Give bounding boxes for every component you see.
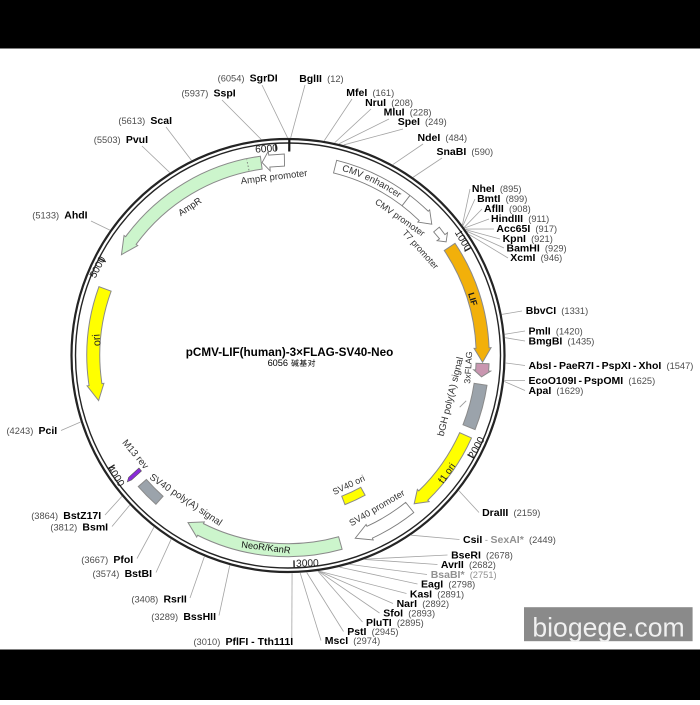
svg-text:CsiI - SexAI* (2449): CsiI - SexAI* (2449) (463, 534, 556, 546)
svg-text:SpeI (249): SpeI (249) (398, 116, 447, 128)
svg-text:3000: 3000 (296, 558, 319, 570)
svg-text:DraIII (2159): DraIII (2159) (482, 507, 540, 519)
svg-text:pCMV-LIF(human)-3×FLAG-SV40-Ne: pCMV-LIF(human)-3×FLAG-SV40-Neo (186, 346, 393, 359)
svg-text:(5937) SspI: (5937) SspI (181, 88, 235, 100)
svg-text:3xFLAG: 3xFLAG (462, 351, 474, 384)
svg-text:XcmI (946): XcmI (946) (510, 252, 562, 264)
svg-text:(3289) BssHII: (3289) BssHII (151, 611, 216, 623)
svg-text:SnaBI (590): SnaBI (590) (437, 146, 494, 158)
svg-text:(5133) AhdI: (5133) AhdI (32, 210, 87, 222)
svg-text:(6054) SgrDI: (6054) SgrDI (218, 73, 278, 85)
svg-text:BmgBI (1435): BmgBI (1435) (529, 336, 595, 348)
svg-text:AbsI - PaeR7I - PspXI - XhoI: AbsI - PaeR7I - PspXI - XhoI (1547) (529, 360, 694, 372)
svg-text:(3812) BsmI: (3812) BsmI (50, 522, 108, 534)
svg-text:(3864) BstZ17I: (3864) BstZ17I (31, 510, 101, 522)
svg-text:MscI (2974): MscI (2974) (325, 635, 380, 647)
svg-text:(3408) RsrII: (3408) RsrII (131, 593, 186, 605)
svg-text:ori: ori (91, 334, 104, 347)
svg-text:BbvCI (1331): BbvCI (1331) (526, 305, 588, 317)
svg-text:6056: 6056 (268, 358, 288, 368)
svg-text:NdeI (484): NdeI (484) (418, 132, 468, 144)
svg-text:biogege.com: biogege.com (532, 613, 684, 643)
svg-text:(5503) PvuI: (5503) PvuI (94, 134, 148, 146)
svg-text:(3574) BstBI: (3574) BstBI (93, 568, 153, 580)
svg-text:(4243) PciI: (4243) PciI (6, 425, 57, 437)
svg-text:(3010) PflFI - Tth111I: (3010) PflFI - Tth111I (193, 636, 293, 648)
svg-text:(5613) ScaI: (5613) ScaI (118, 115, 172, 127)
svg-text:BglII (12): BglII (12) (299, 73, 343, 85)
svg-text:ApaI (1629): ApaI (1629) (529, 385, 584, 397)
svg-text:(3667) PfoI: (3667) PfoI (81, 554, 133, 566)
